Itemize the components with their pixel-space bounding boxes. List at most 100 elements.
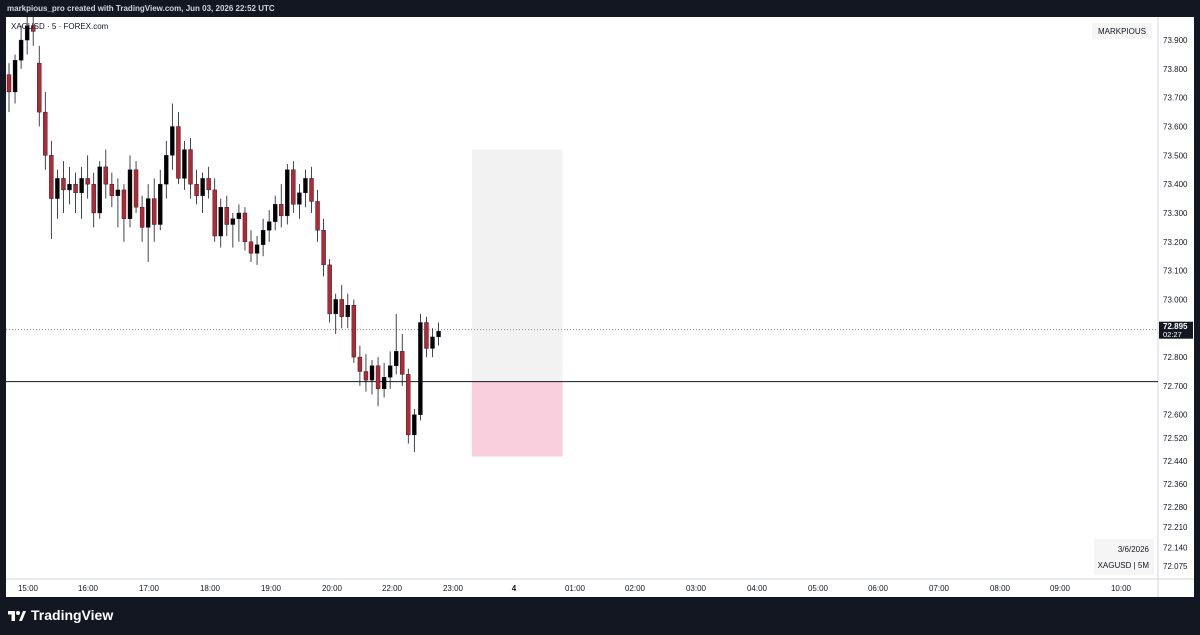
candle-body [109,183,115,196]
candle [115,178,121,228]
watermark-text: MARKPIOUS [1098,27,1146,36]
tradingview-wordmark: TradingView [31,607,114,623]
candle [260,218,266,257]
candle [109,172,115,208]
candle-body [254,244,260,254]
candle-body [224,207,230,225]
candle [242,207,248,251]
time-tick-label: 01:00 [565,584,586,593]
time-tick-label: 16:00 [78,584,99,593]
candle-body [182,149,187,179]
time-tick-label: 04:00 [747,584,768,593]
info-box [1094,539,1154,575]
candle [103,149,109,199]
footer-bar: TradingView [0,597,1200,635]
candle-body [115,189,121,196]
candle [327,259,332,323]
candle-body [103,166,109,185]
candle [412,408,417,453]
candle [55,169,60,219]
candle [273,195,278,231]
candle [194,169,199,205]
candle-body [176,126,181,179]
candle-body [79,178,84,194]
candle [375,357,381,407]
candle [73,172,78,213]
candle [236,204,242,242]
price-tick-label: 72.600 [1163,411,1188,420]
candle [85,155,90,199]
candle [200,172,205,213]
candle [224,195,230,237]
candle-body [303,178,308,194]
price-tick-label: 73.100 [1163,267,1188,276]
candle [291,161,296,213]
price-tick-label: 73.800 [1163,65,1188,74]
chart-frame[interactable]: 73.900 73.800 73.700 73.600 73.500 73.400 73.3… [6,17,1194,597]
candle [133,161,139,213]
time-tick-label: 02:00 [625,584,646,593]
candle [285,163,290,225]
candle-body [6,74,12,93]
time-tick-label: 10:00 [1111,584,1132,593]
candle [170,103,175,170]
candle-body [61,178,66,191]
candle-body [418,322,423,415]
time-tick-label: 15:00 [18,584,39,593]
time-tick-label: 08:00 [990,584,1011,593]
candle [321,218,326,277]
candle [315,189,320,242]
candle [212,178,217,242]
candle [127,155,133,228]
time-tick-label: 05:00 [808,584,829,593]
candle-body [218,207,223,237]
candle-body [394,351,399,366]
candle-body [121,189,127,219]
candle [24,17,30,55]
price-tick-label: 72.210 [1163,523,1188,532]
zone-gray [471,149,563,382]
candle-body [43,111,48,156]
candle-body [430,336,435,349]
candle [182,140,187,190]
price-chart[interactable]: 73.900 73.800 73.700 73.600 73.500 73.400 73.3… [6,17,1194,597]
candle [139,195,145,242]
candle [406,368,411,444]
price-tick-label: 73.600 [1163,123,1188,132]
current-price-badge [1159,321,1193,339]
candle-body [18,39,24,61]
candle [6,63,12,113]
candle-body [381,377,387,389]
time-tick-label: 4 [512,584,517,593]
candle [18,25,24,69]
top-caption-bar: markpious_pro created with TradingView.c… [0,0,1200,17]
candle [145,184,151,262]
candle-body [31,25,36,32]
candle-body [321,230,326,266]
candle-body [248,241,254,254]
price-tick-label: 72.700 [1163,382,1188,391]
candle-body [139,207,145,228]
candle-body [339,299,344,317]
candle-body [85,178,90,185]
candle [79,166,84,219]
price-tick-label: 72.440 [1163,457,1188,466]
candle-body [327,264,332,315]
tradingview-logo[interactable]: TradingView [8,607,113,623]
price-tick-label: 72.800 [1163,353,1188,362]
candle-body [145,198,151,228]
time-tick-label: 03:00 [686,584,707,593]
time-tick-label: 06:00 [868,584,889,593]
price-tick-label: 72.075 [1163,562,1188,571]
zone-pink [471,381,563,457]
candle-body [200,178,205,196]
candle [91,172,96,228]
candle-body [188,149,193,185]
candle [218,198,223,248]
candle [400,334,405,386]
price-tick-label: 73.700 [1163,94,1188,103]
candle [381,362,387,398]
candle-body [333,299,338,315]
candle-body [236,212,242,219]
candle [266,210,272,242]
